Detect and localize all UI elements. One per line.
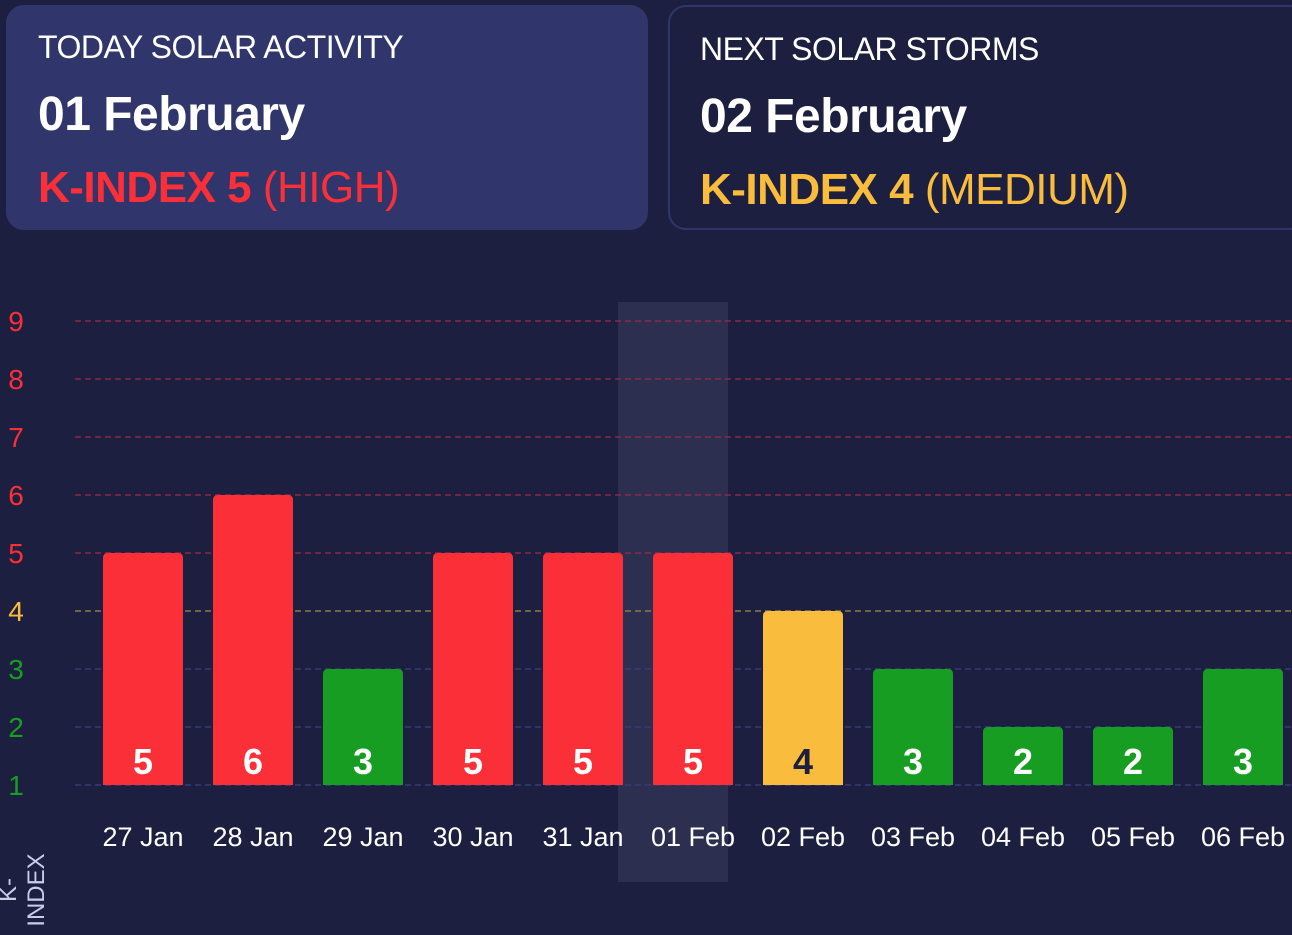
y-tick-label: 6 (8, 480, 24, 511)
next-kindex: K-INDEX 4 (MEDIUM) (700, 165, 1129, 215)
bar-03-feb (873, 669, 953, 785)
today-label: TODAY SOLAR ACTIVITY (38, 29, 404, 65)
bar-value-label: 3 (1233, 741, 1253, 782)
next-date: 02 February (700, 90, 967, 143)
bar-02-feb (763, 611, 843, 785)
y-tick-label: 5 (8, 538, 24, 569)
y-axis-label: K-INDEX (0, 853, 50, 927)
today-level: (HIGH) (262, 163, 400, 212)
x-tick-label: 04 Feb (981, 822, 1065, 852)
x-tick-label: 29 Jan (322, 822, 403, 852)
bar-01-feb (653, 553, 733, 785)
bar-29-jan (323, 669, 403, 785)
next-label: NEXT SOLAR STORMS (700, 31, 1039, 67)
x-tick-label: 27 Jan (102, 822, 183, 852)
y-tick-label: 4 (8, 596, 24, 627)
y-tick-label: 1 (8, 770, 24, 801)
bar-value-label: 6 (243, 741, 263, 782)
x-tick-label: 31 Jan (542, 822, 623, 852)
today-kindex: K-INDEX 5 (HIGH) (38, 163, 400, 213)
y-tick-label: 2 (8, 712, 24, 743)
bar-value-label: 3 (903, 741, 923, 782)
bar-value-label: 5 (463, 741, 483, 782)
bar-28-jan (213, 495, 293, 785)
y-tick-label: 8 (8, 364, 24, 395)
x-tick-label: 01 Feb (651, 822, 735, 852)
x-tick-label: 03 Feb (871, 822, 955, 852)
today-kindex-value: K-INDEX 5 (38, 163, 252, 212)
bar-value-label: 3 (353, 741, 373, 782)
bar-27-jan (103, 553, 183, 785)
bar-04-feb (983, 727, 1063, 785)
x-tick-label: 30 Jan (432, 822, 513, 852)
x-tick-label: 06 Feb (1201, 822, 1285, 852)
bar-05-feb (1093, 727, 1173, 785)
bar-value-label: 5 (683, 741, 703, 782)
bar-value-label: 5 (133, 741, 153, 782)
y-tick-label: 7 (8, 422, 24, 453)
y-tick-label: 3 (8, 654, 24, 685)
bar-value-label: 4 (793, 741, 813, 782)
bar-value-label: 5 (573, 741, 593, 782)
bar-06-feb (1203, 669, 1283, 785)
x-tick-label: 28 Jan (212, 822, 293, 852)
today-activity-card: TODAY SOLAR ACTIVITY 01 February K-INDEX… (6, 5, 648, 230)
bar-30-jan (433, 553, 513, 785)
next-storms-card: NEXT SOLAR STORMS 02 February K-INDEX 4 … (668, 5, 1292, 230)
bar-value-label: 2 (1123, 741, 1143, 782)
y-tick-label: 9 (8, 306, 24, 337)
next-kindex-value: K-INDEX 4 (700, 165, 914, 214)
x-tick-label: 05 Feb (1091, 822, 1175, 852)
bar-value-label: 2 (1013, 741, 1033, 782)
bar-31-jan (543, 553, 623, 785)
next-level: (MEDIUM) (924, 165, 1129, 214)
today-date: 01 February (38, 88, 305, 141)
x-tick-label: 02 Feb (761, 822, 845, 852)
